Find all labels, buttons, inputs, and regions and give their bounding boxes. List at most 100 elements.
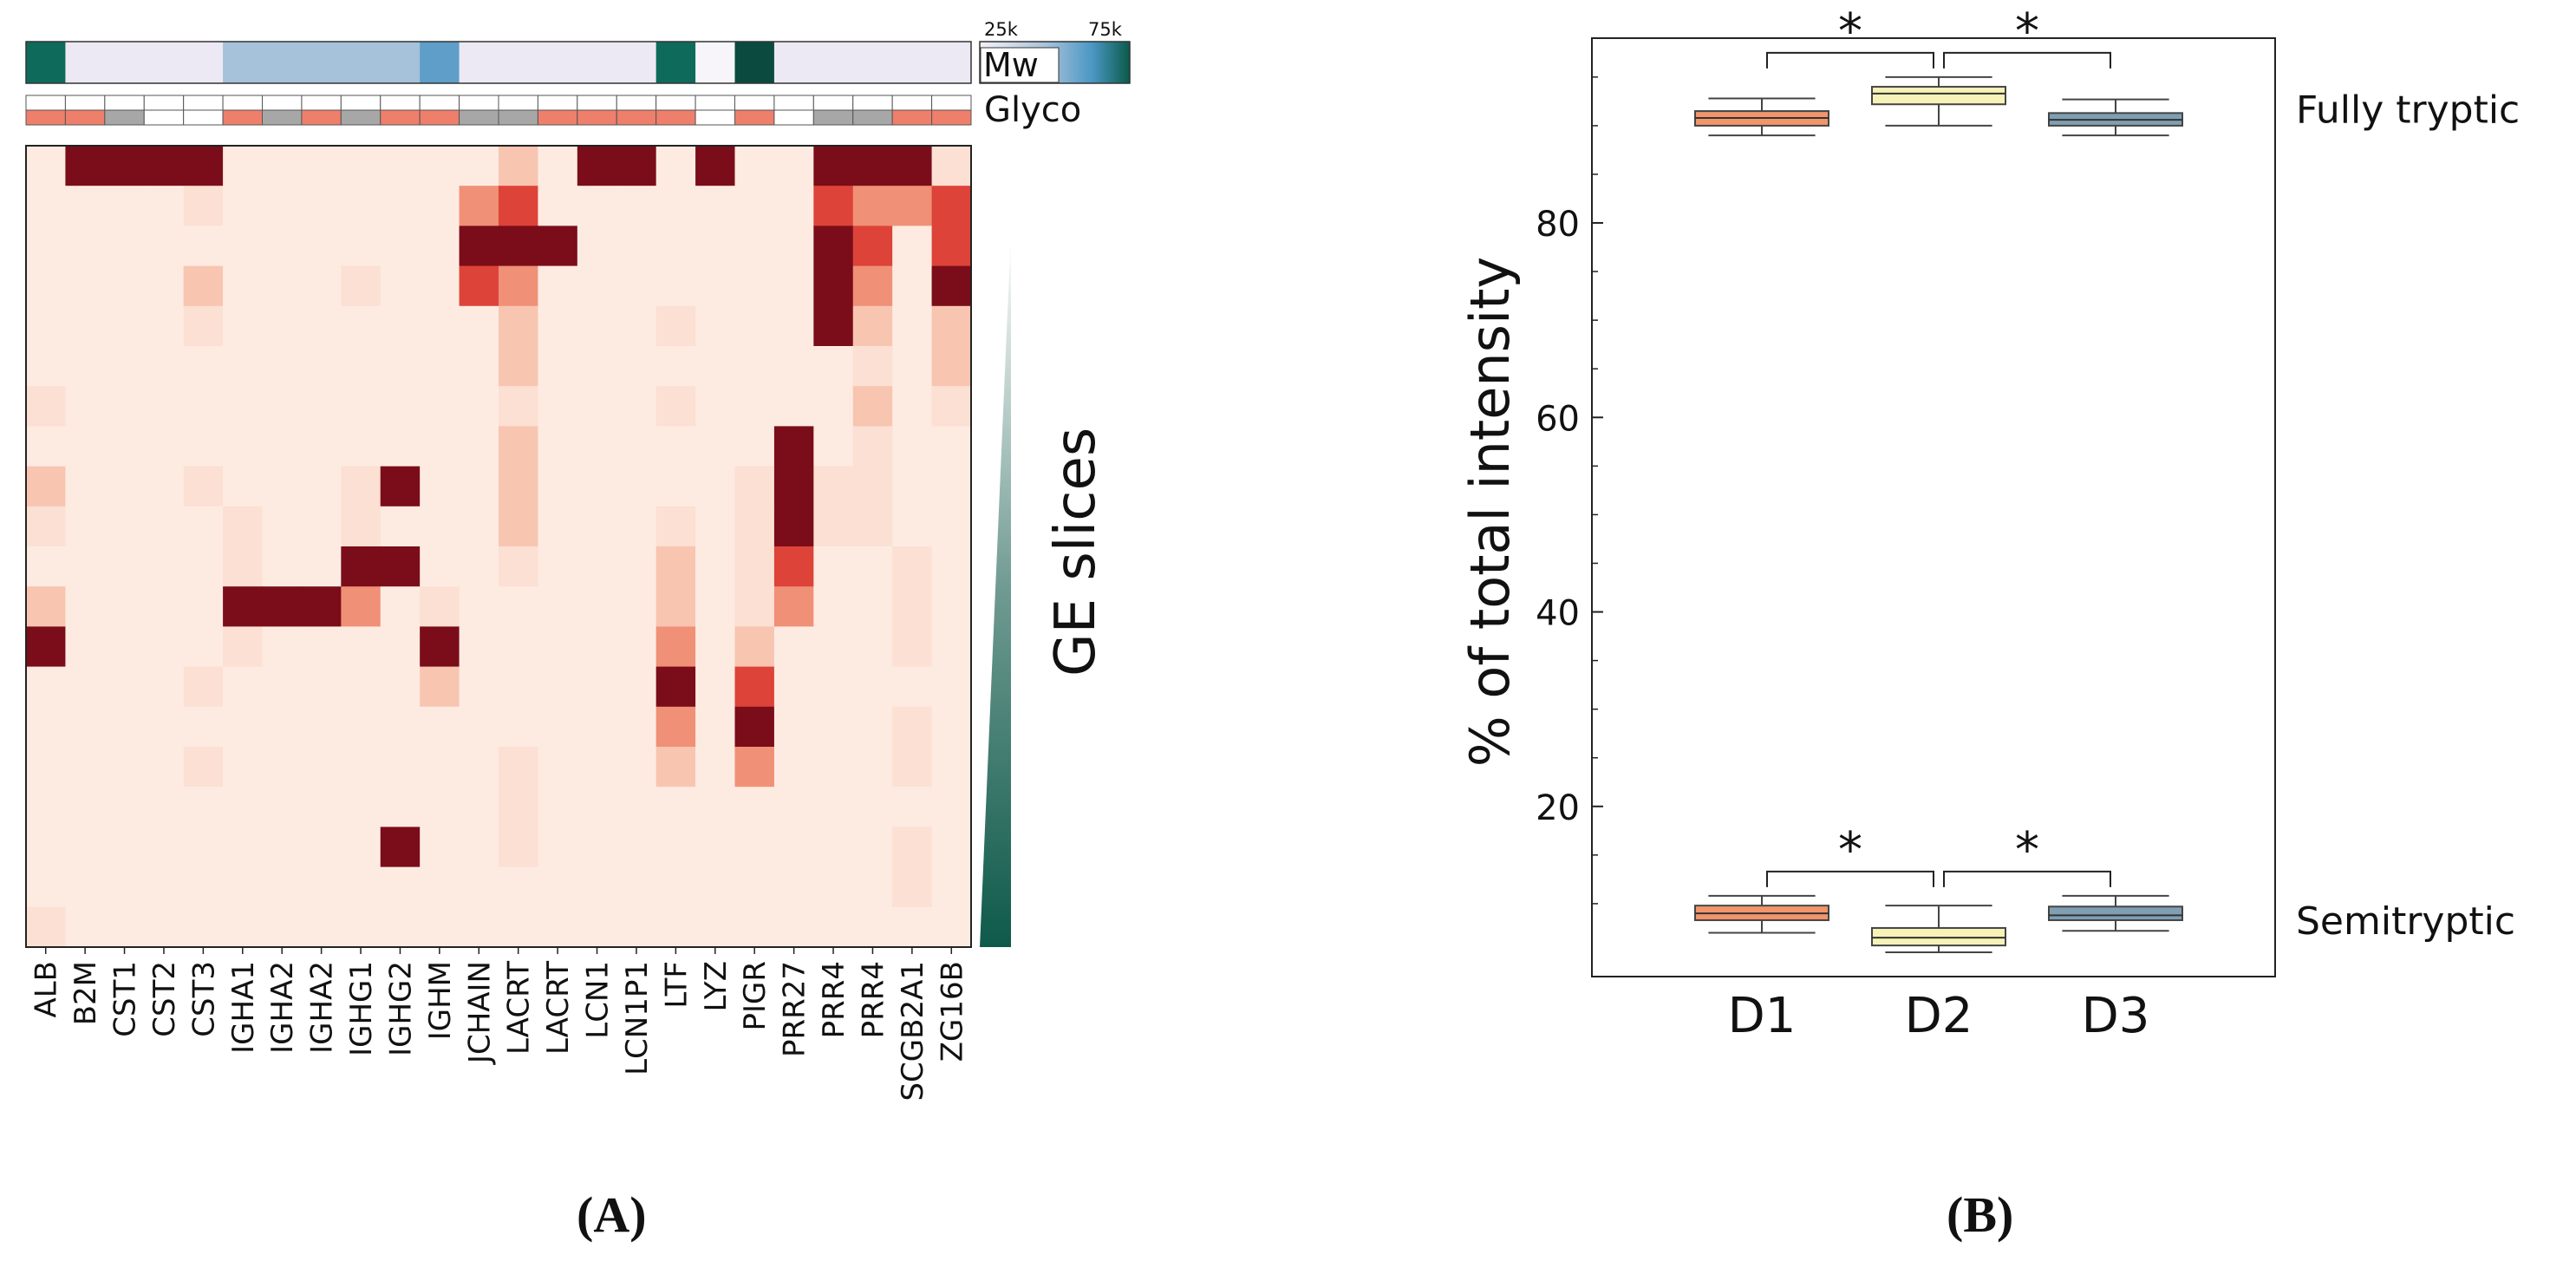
heatmap-cell — [538, 386, 578, 427]
heatmap-cell — [65, 186, 106, 226]
x-label-D3: D3 — [2082, 988, 2150, 1044]
protein-label: LACRT — [541, 961, 576, 1055]
heatmap-cell — [616, 546, 657, 587]
heatmap-cell — [420, 346, 460, 387]
heatmap-cell — [734, 186, 775, 226]
heatmap-cell — [380, 706, 421, 748]
protein-label: IGHG2 — [383, 961, 418, 1056]
heatmap-cell — [931, 225, 972, 267]
heatmap-cell — [892, 666, 933, 708]
heatmap-cell — [931, 546, 972, 587]
heatmap-cell — [301, 827, 342, 868]
heatmap-cell — [499, 827, 539, 868]
heatmap-cell — [813, 265, 854, 307]
heatmap-cell — [420, 866, 460, 908]
heatmap-cell — [459, 546, 499, 587]
heatmap-cell — [380, 546, 421, 587]
heatmap-cell — [104, 666, 145, 708]
glyco-cell — [301, 109, 342, 126]
heatmap-cell — [380, 827, 421, 868]
box-D2 — [1871, 905, 2006, 953]
protein-labels: ALB B2M CST1 CST2 CST3 IGHA1 IGHA2 IGHA2 IGHG1 IG… — [29, 947, 969, 1101]
heatmap-cell — [459, 866, 499, 908]
heatmap-cell — [223, 906, 264, 948]
heatmap-cell — [655, 386, 696, 427]
heatmap-cell — [65, 906, 106, 948]
heatmap-cell — [892, 346, 933, 387]
heatmap-cell — [380, 265, 421, 307]
protein-label: ZG16B — [935, 961, 969, 1062]
heatmap-cell — [223, 466, 264, 507]
heatmap-cell — [341, 827, 382, 868]
heatmap-cell — [183, 666, 224, 708]
heatmap-cell — [183, 506, 224, 547]
significance-star: * — [2015, 822, 2039, 879]
glyco-cell — [812, 109, 854, 126]
heatmap-cell — [773, 305, 814, 347]
heatmap-cell — [459, 666, 499, 708]
box-D1 — [1694, 97, 1829, 137]
heatmap-cell — [695, 586, 736, 627]
glyco-cell — [183, 109, 224, 126]
heatmap-cell — [892, 906, 933, 948]
heatmap-cell — [26, 866, 67, 908]
heatmap-cell — [499, 586, 539, 627]
heatmap-cell — [813, 186, 854, 226]
heatmap-cell — [301, 866, 342, 908]
heatmap-cell — [144, 225, 185, 267]
heatmap-cell — [301, 706, 342, 748]
glyco-cell — [419, 95, 460, 111]
heatmap-cell — [892, 225, 933, 267]
heatmap-cell — [852, 466, 893, 507]
heatmap-cell — [183, 866, 224, 908]
heatmap-cell — [420, 146, 460, 186]
heatmap-cell — [499, 787, 539, 827]
heatmap-cell — [459, 626, 499, 668]
heatmap-cell — [852, 626, 893, 668]
heatmap-cell — [892, 787, 933, 827]
glyco-cell — [734, 109, 775, 126]
glyco-cell — [25, 109, 66, 126]
heatmap-cell — [65, 827, 106, 868]
heatmap-cell — [262, 265, 303, 307]
glyco-cell — [498, 109, 538, 126]
heatmap-cell — [65, 225, 106, 267]
mw-cell — [773, 42, 814, 83]
heatmap-cell — [262, 586, 303, 627]
heatmap-cell — [183, 265, 224, 307]
heatmap-cell — [104, 426, 145, 467]
heatmap-cell — [734, 866, 775, 908]
heatmap-cell — [144, 305, 185, 347]
heatmap-cell — [65, 305, 106, 347]
heatmap-cell — [183, 426, 224, 467]
heatmap-cell — [931, 506, 972, 547]
protein-label: LTF — [659, 961, 694, 1009]
heatmap-cell — [459, 305, 499, 347]
heatmap-cell — [499, 426, 539, 467]
heatmap-cell — [616, 666, 657, 708]
glyco-cell — [262, 109, 303, 126]
heatmap-cell — [734, 225, 775, 267]
heatmap-cell — [499, 906, 539, 948]
glyco-cell — [380, 95, 421, 111]
heatmap-cell — [262, 666, 303, 708]
heatmap-cell — [499, 225, 539, 267]
heatmap-cell — [773, 747, 814, 788]
heatmap-cell — [301, 386, 342, 427]
heatmap-cell — [695, 747, 736, 788]
heatmap-cell — [420, 265, 460, 307]
mw-cell — [341, 42, 382, 83]
heatmap-cell — [65, 586, 106, 627]
heatmap-cell — [695, 466, 736, 507]
protein-label: PRR4 — [817, 961, 851, 1038]
mw-cell — [852, 42, 893, 83]
heatmap-cell — [262, 386, 303, 427]
heatmap-cell — [616, 466, 657, 507]
heatmap-cell — [616, 346, 657, 387]
heatmap-cell — [577, 305, 617, 347]
heatmap-cell — [577, 906, 617, 948]
heatmap-cell — [459, 466, 499, 507]
glyco-cell — [262, 95, 303, 111]
heatmap-cell — [931, 787, 972, 827]
heatmap-cell — [813, 586, 854, 627]
